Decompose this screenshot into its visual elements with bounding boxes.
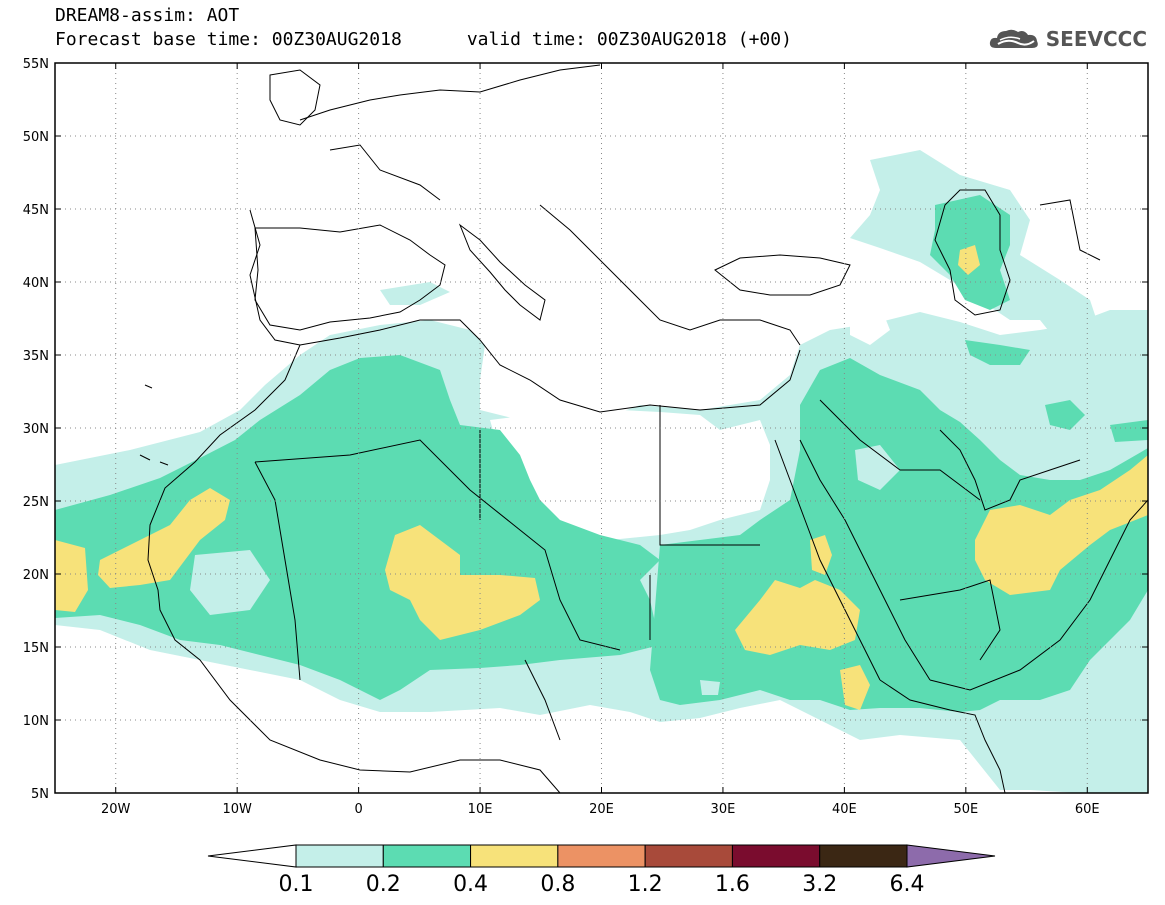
lon-label: 10W bbox=[222, 802, 252, 817]
colorbar-label: 3.2 bbox=[802, 872, 837, 897]
lat-label: 20N bbox=[23, 568, 49, 583]
colorbar-segment bbox=[731, 844, 821, 868]
lon-label: 0 bbox=[354, 802, 362, 817]
coastline-horn-africa bbox=[879, 679, 1006, 793]
colorbar-label: 0.4 bbox=[453, 872, 488, 897]
coastline-arabia bbox=[929, 499, 1148, 691]
coastline-iberia bbox=[254, 224, 446, 331]
colorbar-min-arrow bbox=[207, 844, 297, 868]
colorbar-segment bbox=[295, 844, 384, 868]
base-time: Forecast base time: 00Z30AUG2018 bbox=[55, 29, 402, 50]
coastline-black-sea bbox=[714, 254, 851, 296]
lon-label: 40E bbox=[832, 802, 857, 817]
colorbar: 0.1 0.2 0.4 0.8 1.2 1.6 3.2 6.4 bbox=[207, 844, 996, 897]
lat-label: 35N bbox=[23, 349, 49, 364]
lat-label: 40N bbox=[23, 276, 49, 291]
lon-labels: 20W 10W 0 10E 20E 30E 40E 50E 60E bbox=[101, 802, 1100, 817]
colorbar-segment bbox=[644, 844, 733, 868]
coastline-red-sea bbox=[774, 439, 931, 681]
coastline-persian-gulf bbox=[939, 429, 1081, 511]
map-grid bbox=[55, 63, 1148, 793]
lat-label: 30N bbox=[23, 422, 49, 437]
coastline-west-africa bbox=[147, 209, 561, 793]
coastline-balkans bbox=[539, 204, 801, 346]
axis-ticks bbox=[55, 62, 1148, 794]
aot-level-low-holes bbox=[190, 445, 900, 695]
colorbar-segment bbox=[382, 844, 472, 868]
lon-label: 20W bbox=[101, 802, 131, 817]
colorbar-max-arrow bbox=[906, 844, 996, 868]
lon-label: 10E bbox=[468, 802, 493, 817]
aot-level-high bbox=[55, 245, 1148, 710]
colorbar-label: 0.8 bbox=[540, 872, 575, 897]
lat-label: 50N bbox=[23, 130, 49, 145]
lat-labels: 55N 50N 45N 40N 35N 30N 25N 20N 15N 10N 5N bbox=[23, 57, 49, 802]
colorbar-label: 1.2 bbox=[628, 872, 663, 897]
lon-label: 50E bbox=[953, 802, 978, 817]
coastline-italy bbox=[458, 223, 546, 321]
lat-label: 25N bbox=[23, 495, 49, 510]
map-title: DREAM8-assim: AOT bbox=[55, 5, 240, 26]
colorbar-segment bbox=[470, 844, 559, 868]
aot-level-clear bbox=[490, 300, 890, 540]
borders bbox=[139, 64, 1148, 793]
colorbar-label: 6.4 bbox=[890, 872, 925, 897]
border-sahara bbox=[254, 199, 1101, 741]
time-info: Forecast base time: 00Z30AUG2018 valid t… bbox=[55, 30, 792, 50]
coastline-europe-north bbox=[299, 64, 601, 201]
lon-label: 20E bbox=[589, 802, 614, 817]
colorbar-segment bbox=[819, 844, 908, 868]
lat-label: 15N bbox=[23, 641, 49, 656]
colorbar-segment bbox=[557, 844, 646, 868]
coast-islands-canary bbox=[139, 384, 169, 466]
aot-fields bbox=[55, 150, 1148, 793]
coastline-caspian bbox=[934, 189, 1011, 316]
coastline-north-africa bbox=[299, 319, 801, 413]
brand-logo: SEEVCCC bbox=[988, 26, 1147, 52]
lon-label: 60E bbox=[1075, 802, 1100, 817]
coastline-uk bbox=[269, 69, 321, 126]
lat-label: 55N bbox=[23, 57, 49, 72]
brand-name: SEEVCCC bbox=[1045, 27, 1147, 51]
valid-time: valid time: 00Z30AUG2018 (+00) bbox=[466, 29, 792, 50]
colorbar-label: 0.1 bbox=[279, 872, 314, 897]
lat-label: 45N bbox=[23, 203, 49, 218]
cloud-logo-icon bbox=[989, 29, 1038, 48]
lat-label: 5N bbox=[31, 787, 49, 802]
colorbar-label: 1.6 bbox=[715, 872, 750, 897]
colorbar-label: 0.2 bbox=[366, 872, 401, 897]
lat-label: 10N bbox=[23, 714, 49, 729]
lon-label: 30E bbox=[711, 802, 736, 817]
